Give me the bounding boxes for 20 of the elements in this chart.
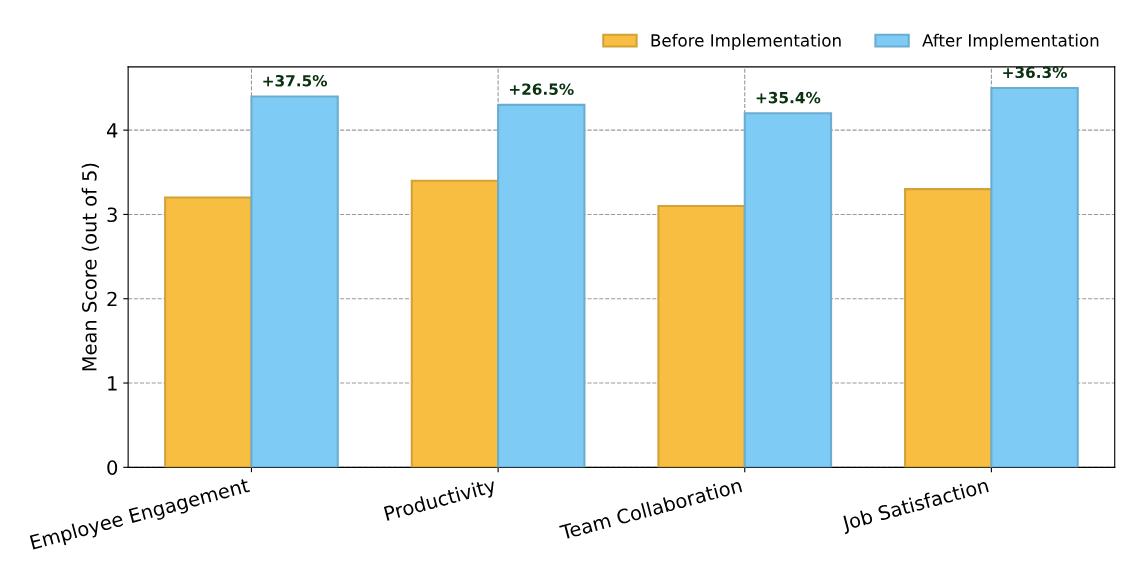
bar — [410, 179, 500, 468]
y-tick-label: 2 — [107, 291, 117, 307]
y-tick-label: 1 — [108, 376, 117, 391]
y-tick-label: 0 — [107, 460, 118, 475]
y-tick-label: 3 — [107, 207, 117, 223]
bar — [164, 196, 253, 468]
bar — [497, 103, 586, 468]
bar — [904, 188, 993, 468]
y-tick-label: 4 — [107, 123, 118, 138]
bar — [990, 86, 1079, 468]
legend-label: After Implementation — [922, 33, 1099, 50]
y-axis-title: Mean Score (out of 5) — [81, 163, 100, 371]
annotation: +37.5% — [263, 74, 328, 87]
bar — [743, 112, 833, 468]
annotation: +26.5% — [509, 83, 574, 95]
annotation: +35.4% — [756, 91, 821, 104]
annotation: +36.3% — [1003, 66, 1067, 79]
bar — [657, 204, 746, 468]
legend-label: Before Implementation — [651, 33, 841, 50]
bar — [250, 95, 339, 468]
